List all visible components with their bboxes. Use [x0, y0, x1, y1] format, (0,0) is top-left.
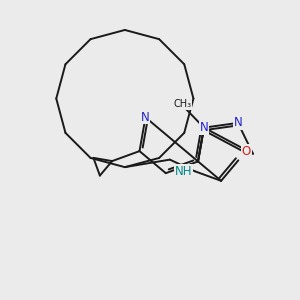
Text: N: N: [234, 116, 242, 129]
Text: CH₃: CH₃: [173, 99, 192, 109]
Text: N: N: [200, 121, 208, 134]
Text: O: O: [242, 145, 251, 158]
Text: N: N: [141, 111, 150, 124]
Text: NH: NH: [175, 165, 192, 178]
